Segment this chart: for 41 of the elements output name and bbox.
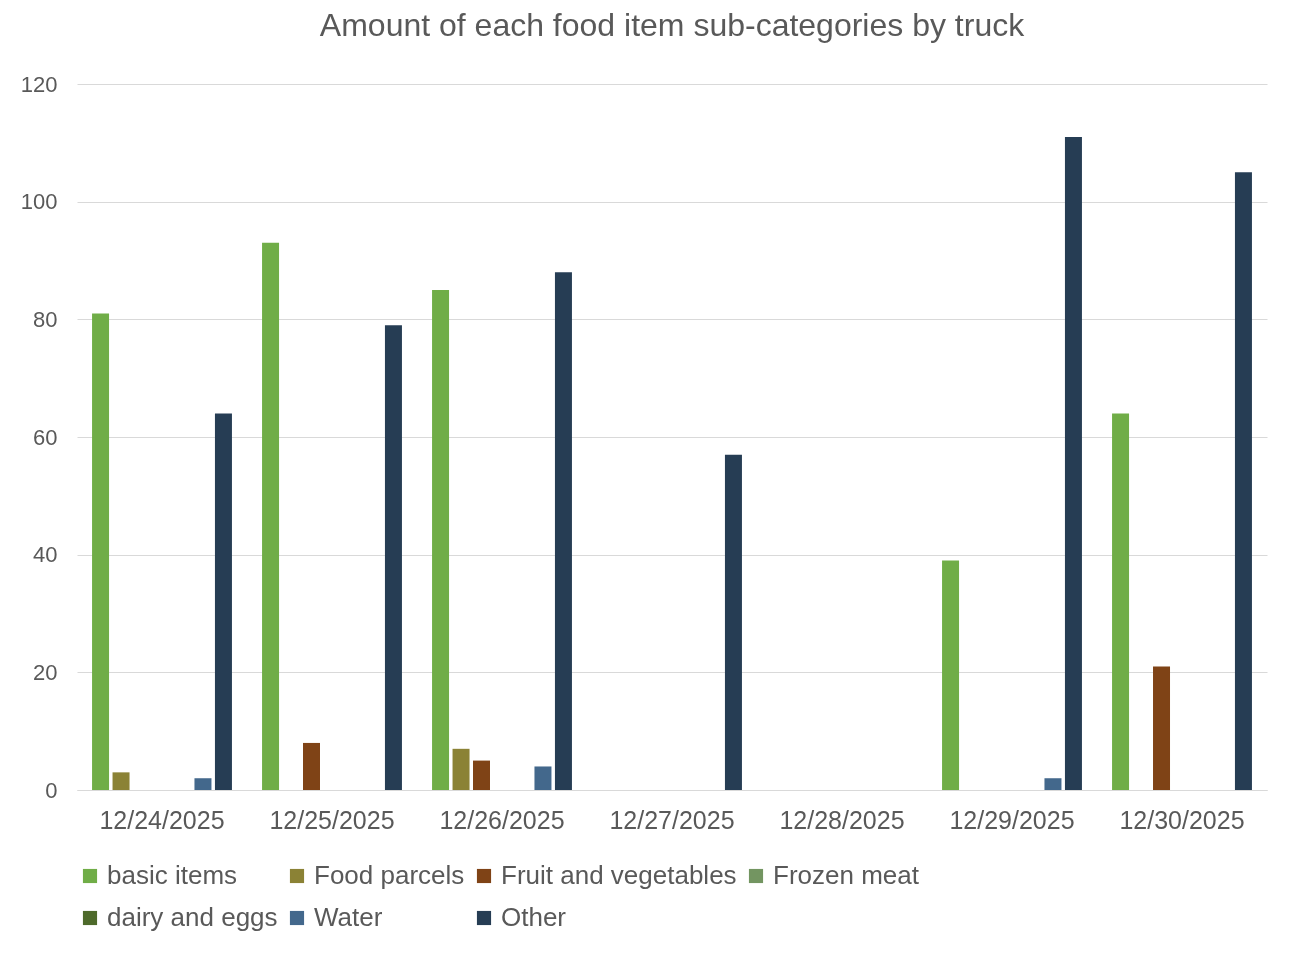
x-tick-label: 12/28/2025: [779, 805, 905, 834]
x-tick-label: 12/29/2025: [949, 805, 1075, 834]
bar: [214, 413, 232, 790]
y-tick-label: 120: [20, 71, 58, 97]
bar: [303, 742, 321, 790]
y-tick-label: 0: [45, 777, 58, 803]
x-tick-label: 12/26/2025: [439, 805, 565, 834]
x-tick-label: 12/27/2025: [609, 805, 735, 834]
y-tick-label: 80: [33, 306, 58, 332]
x-tick-label: 12/30/2025: [1119, 805, 1245, 834]
bar: [534, 766, 552, 790]
bar: [384, 325, 402, 790]
bar: [554, 272, 572, 790]
y-tick-label: 40: [33, 542, 58, 568]
y-tick-label: 60: [33, 424, 58, 450]
bar: [1112, 413, 1130, 790]
bar: [724, 454, 742, 790]
bar: [942, 560, 960, 790]
legend-label: Fruit and vegetables: [501, 860, 737, 890]
bar: [473, 760, 491, 790]
chart-title: Amount of each food item sub-categories by truck: [319, 7, 1026, 43]
bar: [1064, 136, 1082, 790]
bar: [194, 778, 212, 790]
y-tick-label: 100: [20, 189, 58, 215]
bar: [1044, 778, 1062, 790]
legend-label: Other: [501, 902, 567, 932]
bar: [1153, 666, 1171, 790]
legend-label: Food parcels: [314, 860, 465, 890]
bar: [92, 313, 110, 790]
bar: [112, 772, 130, 790]
legend-label: Frozen meat: [773, 860, 920, 890]
legend-label: Water: [314, 902, 383, 932]
bar: [1234, 172, 1252, 790]
legend-label: dairy and eggs: [107, 902, 278, 932]
bar: [432, 289, 450, 790]
legend-label: basic items: [107, 860, 238, 890]
x-tick-label: 12/24/2025: [99, 805, 225, 834]
x-tick-label: 12/25/2025: [269, 805, 395, 834]
bar: [262, 242, 280, 790]
bar: [452, 748, 470, 790]
y-tick-label: 20: [33, 659, 58, 685]
